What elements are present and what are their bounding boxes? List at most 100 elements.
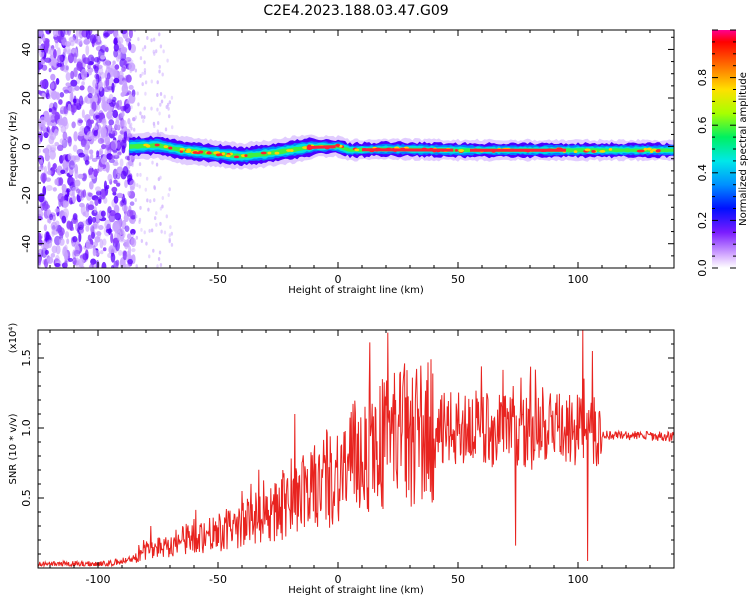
colorbar-tick-label: 0.8: [696, 69, 709, 87]
noise-dot: [132, 94, 135, 99]
noise-dot: [98, 80, 103, 92]
noise-dot: [135, 235, 139, 240]
noise-dot: [48, 68, 52, 73]
noise-dot: [87, 215, 93, 225]
noise-dot: [142, 119, 145, 124]
noise-dot: [49, 114, 55, 121]
noise-dot: [117, 151, 122, 156]
noise-dot: [158, 32, 161, 37]
noise-dot: [116, 192, 124, 199]
noise-dot: [89, 181, 94, 190]
noise-dot: [46, 115, 51, 127]
noise-dot: [144, 187, 148, 192]
ridge-peak-dot: [221, 152, 226, 156]
noise-dot: [165, 214, 169, 219]
noise-dot: [108, 119, 115, 126]
noise-dot: [129, 201, 135, 206]
noise-dot: [158, 111, 161, 116]
noise-dot: [117, 36, 124, 45]
noise-dot: [113, 195, 119, 204]
waterfall-x-tick-label: 0: [335, 273, 342, 286]
noise-dot: [127, 117, 131, 125]
noise-dot: [152, 121, 156, 126]
noise-dot: [137, 102, 140, 107]
noise-dot: [134, 68, 138, 73]
noise-dot: [128, 124, 132, 129]
noise-dot: [154, 49, 158, 54]
noise-dot: [150, 38, 153, 43]
noise-dot: [87, 93, 93, 99]
noise-dot: [62, 131, 68, 141]
noise-dot: [66, 30, 72, 36]
noise-dot: [100, 210, 106, 217]
noise-dot: [87, 192, 93, 197]
waterfall-y-tick-label: 0: [20, 143, 33, 150]
noise-dot: [108, 213, 116, 223]
noise-dot: [161, 204, 164, 209]
noise-dot: [100, 55, 106, 60]
noise-dot: [114, 212, 122, 221]
noise-dot: [128, 84, 134, 90]
noise-dot: [43, 132, 49, 138]
noise-dot: [133, 30, 137, 33]
noise-dot: [93, 168, 98, 178]
noise-dot: [120, 48, 127, 54]
noise-dot: [118, 249, 123, 256]
waterfall-y-tick-label: 20: [20, 91, 33, 105]
noise-dot: [38, 136, 42, 145]
noise-dot: [75, 188, 81, 194]
waterfall-x-tick-label: -50: [209, 273, 227, 286]
noise-dot: [128, 41, 132, 51]
noise-dot: [39, 79, 46, 89]
noise-dot: [91, 231, 95, 240]
noise-dot: [69, 159, 76, 166]
noise-dot: [76, 61, 83, 72]
noise-dot: [101, 261, 107, 268]
noise-dot: [118, 99, 123, 107]
ridge-peak-dot: [168, 146, 173, 150]
noise-dot: [144, 91, 147, 96]
noise-dot: [120, 139, 127, 150]
noise-dot: [92, 79, 98, 88]
noise-dot: [77, 173, 84, 179]
noise-dot: [146, 36, 149, 41]
noise-dot: [39, 166, 44, 171]
noise-dot: [124, 103, 131, 114]
noise-dot: [64, 41, 72, 47]
noise-dot: [68, 160, 75, 170]
ridge-peak-dot: [591, 150, 596, 153]
colorbar-ticks: 0.0 0.2 0.4 0.6 0.8: [696, 29, 736, 277]
noise-dot: [61, 215, 67, 224]
noise-dot: [94, 65, 99, 74]
snr-y-tick-label: 1.0: [20, 419, 33, 437]
snr-y-tick-label: 1.5: [20, 349, 33, 367]
noise-dot: [130, 228, 136, 236]
noise-dot: [101, 99, 107, 111]
noise-dot: [136, 91, 139, 96]
noise-dot: [38, 148, 41, 154]
noise-dot: [50, 221, 58, 231]
noise-dot: [70, 70, 75, 80]
noise-dot: [143, 45, 147, 50]
noise-dot: [105, 59, 110, 70]
noise-dot: [143, 67, 147, 72]
noise-dot: [158, 250, 162, 255]
snr-x-tick-label: 50: [451, 573, 465, 586]
noise-dot: [85, 225, 90, 232]
noise-dot: [91, 216, 97, 223]
noise-dot: [86, 131, 94, 140]
ridge-peak-dot: [214, 151, 221, 154]
noise-dot: [45, 184, 53, 191]
colorbar-label: Normalized spectral amplitude: [738, 72, 749, 226]
noise-dot: [101, 144, 106, 150]
ridge-peak-dot: [599, 150, 606, 153]
noise-dot: [168, 100, 172, 105]
noise-dot: [71, 121, 76, 129]
noise-dot: [132, 257, 135, 262]
noise-dot: [110, 252, 116, 263]
noise-dot: [161, 195, 164, 200]
noise-dot: [54, 141, 60, 147]
noise-dot: [116, 230, 122, 241]
waterfall-y-tick-label: -20: [20, 186, 33, 204]
noise-dot: [87, 118, 91, 127]
